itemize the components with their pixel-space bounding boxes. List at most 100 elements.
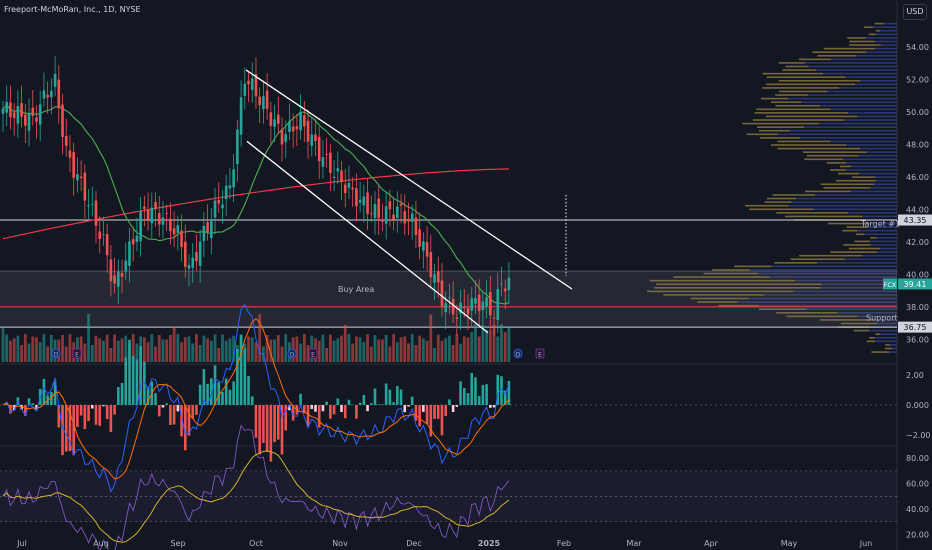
candle-body — [187, 265, 191, 269]
volume-bar — [120, 338, 124, 362]
candle-body — [50, 90, 53, 98]
volume-profile-buy-bar — [855, 83, 897, 86]
candle-body — [291, 126, 295, 132]
macd-histogram-bar — [131, 356, 135, 405]
volume-profile-buy-bar — [874, 40, 897, 43]
macd-histogram-bar — [124, 357, 128, 405]
volume-profile-sell-bar — [875, 29, 881, 32]
macd-histogram-bar — [183, 405, 187, 451]
volume-bar — [154, 346, 157, 362]
volume-profile-buy-bar — [876, 237, 897, 239]
volume-profile-buy-bar — [830, 140, 897, 143]
macd-histogram-bar — [496, 374, 500, 405]
volume-bar — [306, 345, 310, 362]
volume-bar — [213, 334, 217, 362]
volume-profile-buy-bar — [831, 58, 897, 61]
volume-profile-sell-bar — [745, 204, 789, 207]
volume-profile-buy-bar — [862, 254, 897, 257]
candle-body — [20, 103, 23, 117]
currency-button[interactable]: USD — [903, 4, 927, 20]
volume-profile-sell-bar — [799, 254, 863, 257]
macd-histogram-bar — [258, 405, 261, 455]
time-tick-label: Aug — [93, 539, 109, 548]
volume-profile-sell-bar — [803, 151, 868, 153]
macd-histogram-bar — [403, 405, 407, 413]
volume-profile-buy-bar — [848, 112, 897, 114]
macd-histogram-bar — [83, 405, 87, 430]
volume-profile-buy-bar — [830, 108, 897, 111]
candle-body — [87, 205, 90, 207]
macd-histogram-bar — [224, 378, 228, 405]
volume-profile-sell-bar — [868, 33, 876, 36]
macd-histogram-bar — [262, 405, 265, 443]
volume-bar — [418, 335, 422, 362]
volume-profile-sell-bar — [847, 37, 866, 39]
volume-profile-sell-bar — [777, 147, 860, 150]
macd-histogram-bar — [250, 396, 254, 405]
volume-bar — [83, 343, 87, 362]
macd-histogram-bar — [94, 405, 98, 425]
macd-histogram-bar — [492, 405, 496, 408]
volume-profile-sell-bar — [703, 272, 759, 275]
ticker-tag-bg — [883, 278, 897, 290]
volume-profile-sell-bar — [849, 44, 881, 46]
volume-profile-buy-bar — [816, 262, 897, 264]
volume-bar — [362, 342, 366, 362]
volume-profile-buy-bar — [865, 37, 897, 39]
candle-body — [332, 176, 336, 178]
macd-histogram-bar — [165, 403, 168, 405]
candle-body — [340, 170, 343, 183]
macd-histogram-bar — [87, 405, 90, 422]
time-tick-label: Nov — [332, 539, 348, 548]
candle-body — [117, 271, 120, 287]
volume-profile-sell-bar — [749, 208, 814, 211]
macd-histogram-bar — [366, 405, 369, 412]
macd-histogram-bar — [161, 405, 165, 408]
volume-profile-buy-bar — [819, 104, 897, 107]
volume-profile-buy-bar — [793, 290, 897, 293]
candle-body — [109, 259, 113, 282]
volume-profile-buy-bar — [864, 233, 897, 236]
volume-profile-sell-bar — [654, 287, 821, 289]
volume-bar — [1, 328, 5, 362]
macd-tick-label: 0.000 — [906, 401, 929, 410]
volume-profile-sell-bar — [848, 247, 881, 250]
macd-histogram-bar — [27, 398, 31, 405]
volume-profile-buy-bar — [875, 340, 897, 343]
volume-profile-buy-bar — [777, 133, 897, 136]
volume-bar — [302, 334, 306, 362]
volume-profile-buy-bar — [847, 212, 897, 214]
volume-profile-buy-bar — [869, 240, 897, 243]
volume-bar — [507, 327, 511, 362]
ma-long-line — [2, 168, 509, 240]
volume-profile-sell-bar — [690, 297, 749, 300]
volume-profile-sell-bar — [823, 47, 875, 50]
volume-profile-sell-bar — [885, 344, 891, 346]
volume-bar — [332, 340, 336, 362]
event-badge-label: D — [516, 352, 521, 359]
volume-bar — [221, 334, 224, 362]
macd-histogram-bar — [369, 403, 373, 405]
volume-profile-buy-bar — [851, 165, 897, 168]
macd-histogram-bar — [325, 401, 328, 405]
volume-profile-sell-bar — [752, 119, 845, 121]
volume-bar — [477, 336, 481, 362]
price-tick-label: 38.00 — [906, 303, 929, 312]
candle-body — [492, 317, 496, 319]
candle-body — [485, 297, 488, 307]
volume-profile-buy-bar — [888, 351, 897, 353]
macd-histogram-bar — [466, 393, 470, 405]
candle-body — [42, 90, 46, 99]
volume-profile-buy-bar — [880, 247, 897, 250]
volume-profile-sell-bar — [776, 311, 838, 314]
volume-profile-buy-bar — [867, 226, 897, 228]
volume-profile-buy-bar — [837, 311, 897, 314]
candle-body — [165, 212, 168, 214]
volume-profile-sell-bar — [870, 237, 877, 239]
candle-body — [355, 188, 358, 207]
macd-histogram-bar — [310, 405, 314, 410]
candle-body — [254, 74, 258, 97]
candle-body — [24, 114, 27, 126]
volume-bar — [187, 336, 191, 362]
